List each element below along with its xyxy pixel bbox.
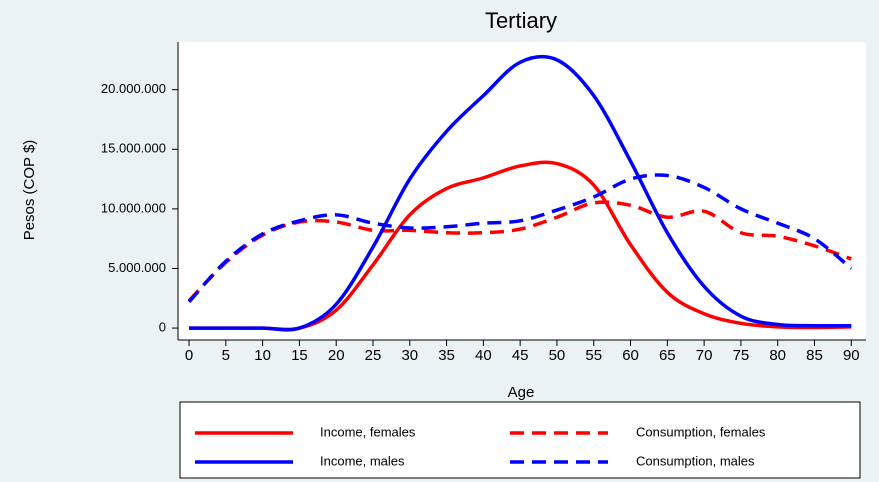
y-axis-label: Pesos (COP $) xyxy=(21,140,38,241)
x-tick-label: 35 xyxy=(438,347,455,364)
x-tick-label: 10 xyxy=(254,347,271,364)
y-tick-label: 10.000.000 xyxy=(101,200,166,215)
x-tick-label: 55 xyxy=(585,347,602,364)
x-tick-label: 80 xyxy=(769,347,786,364)
x-tick-label: 70 xyxy=(696,347,713,364)
y-tick-label: 0 xyxy=(159,320,166,335)
x-tick-label: 40 xyxy=(475,347,492,364)
series-line xyxy=(187,173,853,304)
series-line xyxy=(189,54,852,332)
legend-label: Income, males xyxy=(320,453,405,468)
x-tick-label: 75 xyxy=(733,347,750,364)
x-tick-label: 25 xyxy=(365,347,382,364)
chart-title: Tertiary xyxy=(485,8,557,33)
x-tick-label: 0 xyxy=(185,347,193,364)
legend xyxy=(179,401,861,479)
x-tick-label: 20 xyxy=(328,347,345,364)
x-axis-label: Age xyxy=(508,384,535,401)
x-tick-label: 60 xyxy=(622,347,639,364)
y-tick-label: 20.000.000 xyxy=(101,81,166,96)
x-tick-label: 15 xyxy=(291,347,308,364)
x-tick-label: 85 xyxy=(806,347,823,364)
x-tick-label: 50 xyxy=(549,347,566,364)
x-tick-label: 5 xyxy=(222,347,230,364)
y-tick-label: 15.000.000 xyxy=(101,141,166,156)
legend-label: Income, females xyxy=(320,424,416,439)
x-tick-label: 45 xyxy=(512,347,529,364)
x-tick-label: 30 xyxy=(401,347,418,364)
legend-label: Consumption, males xyxy=(636,453,755,468)
x-tick-label: 65 xyxy=(659,347,676,364)
y-tick-label: 5.000.000 xyxy=(108,260,166,275)
x-tick-label: 90 xyxy=(843,347,860,364)
legend-label: Consumption, females xyxy=(636,424,766,439)
plot-area xyxy=(178,42,866,340)
